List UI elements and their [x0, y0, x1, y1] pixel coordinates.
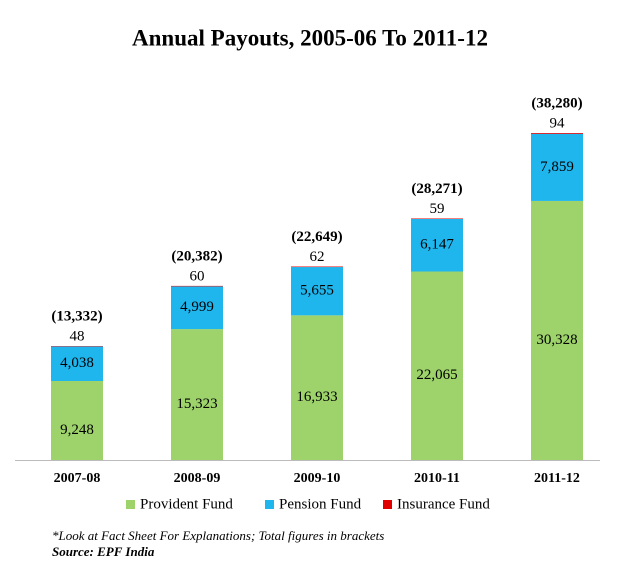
data-label: 7,859	[540, 159, 574, 175]
total-label: (20,382)	[171, 248, 222, 264]
data-label: 62	[310, 249, 325, 265]
data-label: 94	[550, 115, 566, 131]
data-label: 30,328	[536, 332, 577, 348]
legend-swatch	[383, 500, 392, 509]
legend-swatch	[126, 500, 135, 509]
bar-segment	[531, 133, 583, 134]
data-label: 6,147	[420, 237, 454, 253]
bar-segment	[291, 267, 343, 316]
x-tick-label: 2011-12	[534, 471, 580, 486]
bar-segment	[531, 200, 583, 460]
data-label: 15,323	[176, 396, 217, 412]
footnote: *Look at Fact Sheet For Explanations; To…	[52, 528, 384, 543]
data-label: 22,065	[416, 367, 457, 383]
legend-label: Insurance Fund	[397, 496, 490, 512]
x-tick-label: 2008-09	[174, 471, 221, 486]
bar-segment	[291, 266, 343, 268]
legend-label: Pension Fund	[279, 496, 362, 512]
data-label: 59	[430, 201, 445, 217]
legend-label: Provident Fund	[140, 496, 233, 512]
data-label: 9,248	[60, 422, 94, 438]
x-tick-label: 2007-08	[54, 471, 101, 486]
total-label: (38,280)	[531, 95, 582, 111]
bar-segment	[291, 315, 343, 460]
x-tick-label: 2009-10	[294, 471, 341, 486]
total-label: (13,332)	[51, 309, 102, 325]
data-label: 5,655	[300, 283, 334, 299]
bar-segment	[411, 219, 463, 272]
bar-segment	[51, 346, 103, 382]
data-label: 48	[70, 329, 85, 345]
bar-segment	[171, 285, 223, 287]
source: Source: EPF India	[52, 544, 155, 559]
total-label: (22,649)	[291, 229, 342, 245]
total-label: (28,271)	[411, 181, 462, 197]
bar-segment	[51, 381, 103, 460]
data-label: 4,038	[60, 355, 94, 371]
data-label: 60	[190, 268, 205, 284]
data-label: 16,933	[296, 389, 337, 405]
chart-title: Annual Payouts, 2005-06 To 2011-12	[132, 25, 488, 50]
data-label: 4,999	[180, 299, 214, 315]
bar-segment	[531, 133, 583, 201]
legend-swatch	[265, 500, 274, 509]
bar-segment	[411, 218, 463, 220]
x-tick-label: 2010-11	[414, 471, 460, 486]
bar-segment	[411, 271, 463, 460]
bar-segment	[171, 329, 223, 460]
bar-segment	[171, 286, 223, 330]
